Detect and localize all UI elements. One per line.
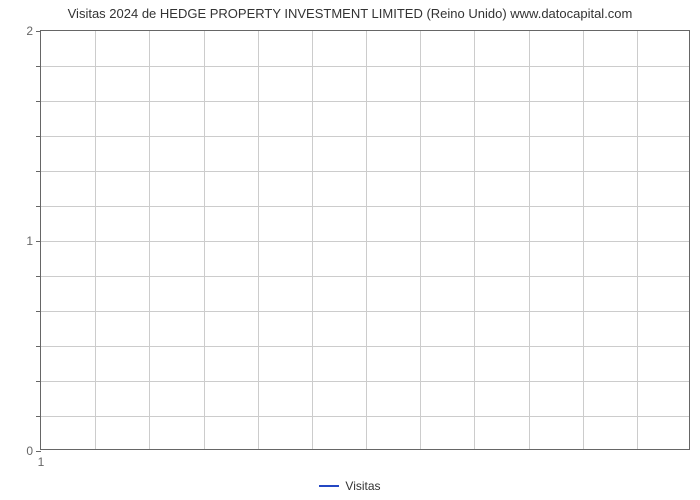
- y-axis-minor-tick: [36, 241, 41, 242]
- chart-legend: Visitas: [0, 478, 700, 493]
- y-axis-tick-label: 2: [26, 24, 33, 38]
- y-axis-minor-tick: [36, 416, 41, 417]
- grid-line-horizontal: [41, 66, 689, 67]
- grid-line-vertical: [204, 31, 205, 449]
- legend-swatch: [319, 485, 339, 487]
- grid-line-vertical: [366, 31, 367, 449]
- grid-line-horizontal: [41, 346, 689, 347]
- plot-area: 0121: [40, 30, 690, 450]
- grid-line-horizontal: [41, 206, 689, 207]
- grid-line-vertical: [149, 31, 150, 449]
- grid-line-vertical: [583, 31, 584, 449]
- y-axis-minor-tick: [36, 66, 41, 67]
- chart-title: Visitas 2024 de HEDGE PROPERTY INVESTMEN…: [0, 6, 700, 21]
- y-axis-tick-label: 0: [26, 444, 33, 458]
- grid-line-horizontal: [41, 101, 689, 102]
- legend-label: Visitas: [345, 479, 380, 493]
- y-axis-minor-tick: [36, 101, 41, 102]
- y-axis-tick-label: 1: [26, 234, 33, 248]
- y-axis-minor-tick: [36, 451, 41, 452]
- x-axis-tick-label: 1: [38, 455, 45, 469]
- visits-chart: Visitas 2024 de HEDGE PROPERTY INVESTMEN…: [0, 0, 700, 500]
- grid-line-horizontal: [41, 171, 689, 172]
- y-axis-minor-tick: [36, 346, 41, 347]
- y-axis-minor-tick: [36, 136, 41, 137]
- grid-line-vertical: [474, 31, 475, 449]
- grid-line-horizontal: [41, 241, 689, 242]
- grid-line-vertical: [529, 31, 530, 449]
- grid-line-vertical: [637, 31, 638, 449]
- grid-line-vertical: [258, 31, 259, 449]
- grid-line-horizontal: [41, 276, 689, 277]
- grid-line-horizontal: [41, 381, 689, 382]
- grid-line-horizontal: [41, 416, 689, 417]
- y-axis-minor-tick: [36, 206, 41, 207]
- grid-line-vertical: [420, 31, 421, 449]
- grid-line-vertical: [312, 31, 313, 449]
- grid-line-horizontal: [41, 136, 689, 137]
- y-axis-minor-tick: [36, 311, 41, 312]
- grid-line-vertical: [95, 31, 96, 449]
- y-axis-minor-tick: [36, 381, 41, 382]
- y-axis-minor-tick: [36, 31, 41, 32]
- y-axis-minor-tick: [36, 276, 41, 277]
- grid-line-horizontal: [41, 311, 689, 312]
- y-axis-minor-tick: [36, 171, 41, 172]
